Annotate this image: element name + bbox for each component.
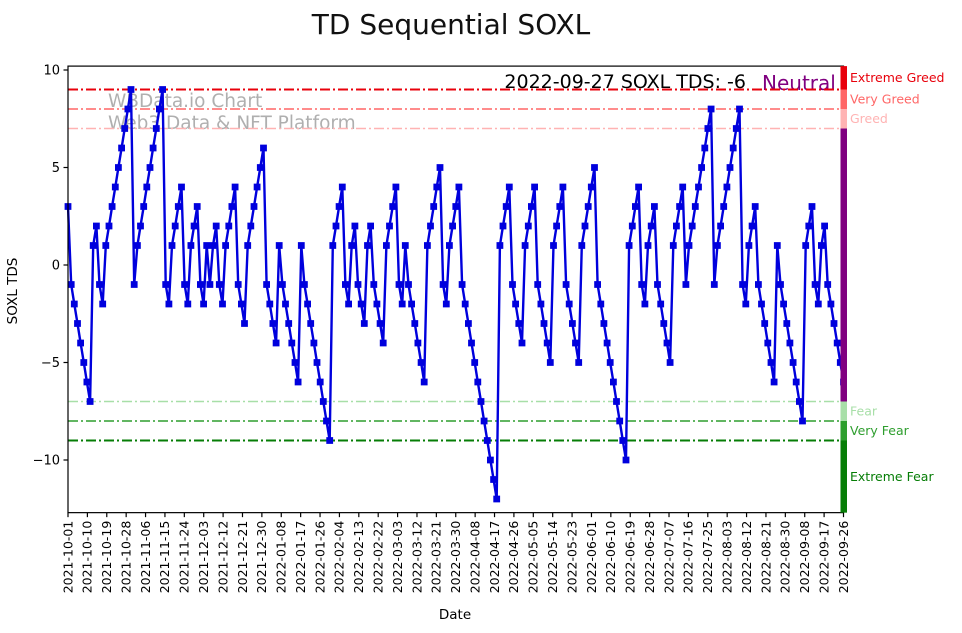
x-tick-label: 2021-11-15 bbox=[157, 521, 172, 594]
x-tick-label: 2021-10-19 bbox=[99, 521, 114, 594]
y-tick-label: −10 bbox=[33, 454, 60, 469]
x-tick-label: 2021-12-03 bbox=[196, 521, 211, 594]
x-tick-label: 2021-12-12 bbox=[215, 521, 230, 594]
x-tick-label: 2022-01-08 bbox=[274, 521, 289, 594]
zone-label: Very Fear bbox=[850, 423, 910, 438]
sentiment-bar-segment bbox=[840, 109, 847, 129]
x-tick-label: 2021-10-28 bbox=[118, 521, 133, 594]
x-tick-label: 2021-11-06 bbox=[138, 521, 153, 594]
zone-label: Very Greed bbox=[850, 91, 920, 106]
tds-markers bbox=[64, 86, 847, 503]
x-tick-label: 2021-10-10 bbox=[80, 521, 95, 594]
x-axis-label: Date bbox=[438, 607, 472, 623]
x-tick-label: 2022-03-21 bbox=[429, 521, 444, 594]
sentiment-bar-segment bbox=[840, 440, 847, 513]
zone-label: Extreme Fear bbox=[850, 469, 934, 484]
sentiment-bar-segment bbox=[840, 128, 847, 402]
x-tick-label: 2022-09-08 bbox=[797, 521, 812, 594]
x-tick-label: 2022-02-13 bbox=[351, 521, 366, 594]
sentiment-bar-segment bbox=[840, 66, 847, 90]
x-tick-label: 2022-06-01 bbox=[584, 521, 599, 594]
x-tick-label: 2022-05-05 bbox=[526, 521, 541, 594]
x-tick-label: 2022-02-22 bbox=[371, 521, 386, 594]
sentiment-bar-segment bbox=[840, 421, 847, 441]
x-tick-label: 2022-06-28 bbox=[642, 521, 657, 594]
x-tick-label: 2022-01-26 bbox=[312, 521, 327, 594]
x-tick-label: 2022-04-26 bbox=[506, 521, 521, 594]
x-tick-label: 2022-07-25 bbox=[700, 521, 715, 594]
x-tick-label: 2022-05-14 bbox=[545, 521, 560, 594]
x-tick-label: 2022-03-03 bbox=[390, 521, 405, 594]
x-tick-label: 2022-04-08 bbox=[467, 521, 482, 594]
x-tick-label: 2022-08-21 bbox=[758, 521, 773, 594]
y-tick-label: 0 bbox=[52, 259, 60, 274]
x-tick-label: 2022-08-30 bbox=[778, 521, 793, 594]
chart-title: TD Sequential SOXL bbox=[311, 8, 591, 41]
sentiment-bar-segment bbox=[840, 401, 847, 421]
x-tick-label: 2022-06-10 bbox=[603, 521, 618, 594]
x-tick-label: 2021-10-01 bbox=[60, 521, 75, 594]
x-tick-label: 2022-01-17 bbox=[293, 521, 308, 594]
x-tick-label: 2022-03-30 bbox=[448, 521, 463, 594]
sentiment-bar-segment bbox=[840, 89, 847, 109]
x-tick-label: 2022-08-12 bbox=[739, 521, 754, 594]
annotation-sentiment: Neutral bbox=[762, 71, 836, 95]
annotation-latest-tds: 2022-09-27 SOXL TDS: -6 bbox=[504, 71, 746, 93]
x-tick-label: 2022-07-16 bbox=[681, 521, 696, 594]
x-tick-label: 2021-11-24 bbox=[177, 521, 192, 594]
x-tick-label: 2022-02-04 bbox=[332, 521, 347, 594]
x-tick-label: 2022-07-07 bbox=[661, 521, 676, 594]
x-tick-label: 2021-12-30 bbox=[254, 521, 269, 594]
x-tick-label: 2022-06-19 bbox=[623, 521, 638, 594]
y-tick-label: −5 bbox=[41, 356, 60, 371]
x-tick-label: 2022-09-17 bbox=[816, 521, 831, 594]
zone-label: Greed bbox=[850, 111, 888, 126]
x-tick-label: 2022-09-26 bbox=[836, 521, 851, 594]
x-tick-label: 2022-04-17 bbox=[487, 521, 502, 594]
zone-label: Fear bbox=[850, 403, 878, 418]
y-tick-label: 5 bbox=[52, 161, 60, 176]
watermark-line1: WBData.io Chart bbox=[108, 91, 263, 112]
x-tick-label: 2022-03-12 bbox=[409, 521, 424, 594]
zone-label: Extreme Greed bbox=[850, 70, 944, 85]
x-tick-label: 2021-12-21 bbox=[235, 521, 250, 594]
tds-line bbox=[66, 88, 845, 501]
x-tick-label: 2022-08-03 bbox=[719, 521, 734, 594]
x-tick-label: 2022-05-23 bbox=[564, 521, 579, 594]
y-tick-label: 10 bbox=[43, 64, 60, 79]
